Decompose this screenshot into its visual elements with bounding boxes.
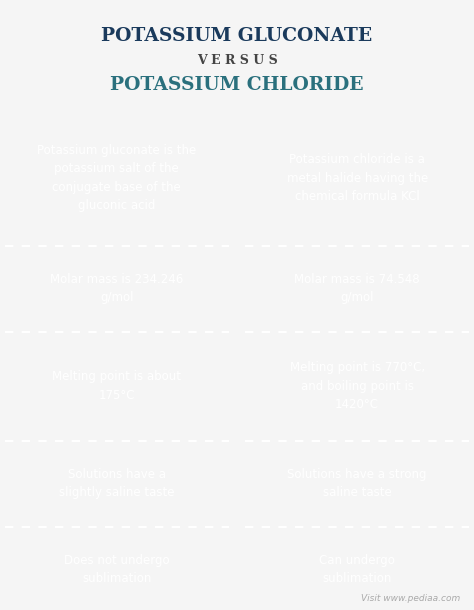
Text: Melting point is about
175°C: Melting point is about 175°C <box>52 370 182 402</box>
Text: Does not undergo
sublimation: Does not undergo sublimation <box>64 554 170 585</box>
Text: V E R S U S: V E R S U S <box>197 54 277 66</box>
Text: Can undergo
sublimation: Can undergo sublimation <box>319 554 395 585</box>
Text: Visit www.pediaa.com: Visit www.pediaa.com <box>361 594 460 603</box>
Text: Solutions have a strong
saline taste: Solutions have a strong saline taste <box>287 468 427 500</box>
Text: Molar mass is 74.548
g/mol: Molar mass is 74.548 g/mol <box>294 273 420 304</box>
Text: POTASSIUM GLUCONATE: POTASSIUM GLUCONATE <box>101 27 373 46</box>
Text: Molar mass is 234.246
g/mol: Molar mass is 234.246 g/mol <box>50 273 183 304</box>
Text: Potassium chloride is a
metal halide having the
chemical formula KCl: Potassium chloride is a metal halide hav… <box>287 153 428 203</box>
Text: Solutions have a
slightly saline taste: Solutions have a slightly saline taste <box>59 468 174 500</box>
Text: Melting point is 770°C,
and boiling point is
1420°C: Melting point is 770°C, and boiling poin… <box>290 361 425 411</box>
Text: POTASSIUM CHLORIDE: POTASSIUM CHLORIDE <box>110 76 364 94</box>
Text: Potassium gluconate is the
potassium salt of the
conjugate base of the
gluconic : Potassium gluconate is the potassium sal… <box>37 144 196 212</box>
